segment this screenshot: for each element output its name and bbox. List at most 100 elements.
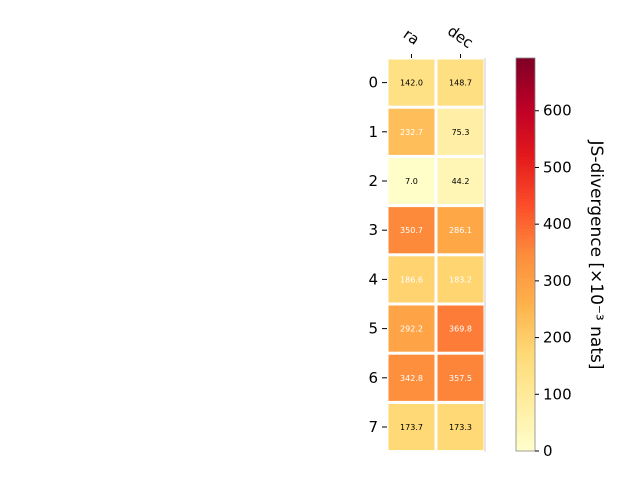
colorbar-segment	[516, 388, 535, 393]
colorbar-segment	[516, 274, 535, 279]
colorbar-segment	[516, 189, 535, 193]
heatmap-cell-1-ra	[388, 108, 435, 155]
colorbar-segment	[516, 441, 535, 446]
colorbar-segment	[516, 172, 535, 177]
colorbar-segment	[516, 405, 535, 410]
colorbar-segment	[516, 146, 535, 151]
colorbar-segment	[516, 375, 535, 380]
colorbar-segment	[516, 143, 535, 148]
colorbar-segment	[516, 64, 535, 69]
colorbar-segment	[516, 198, 535, 203]
heatmap-cell-4-dec	[437, 256, 484, 303]
colorbar-segment	[516, 238, 535, 242]
colorbar-segment	[516, 378, 535, 383]
heatmap-cell-value: 369.8	[449, 325, 472, 334]
heatmap-cell-value: 186.6	[400, 275, 423, 284]
colorbar-segment	[516, 437, 535, 442]
colorbar-segment	[516, 156, 535, 161]
colorbar-frame	[515, 57, 536, 452]
heatmap-cell-value: 75.3	[452, 128, 470, 137]
colorbar-segment	[516, 313, 535, 318]
colorbar-segment	[516, 329, 535, 334]
heatmap-cell-5-ra	[388, 305, 435, 352]
colorbar-segment	[516, 71, 535, 75]
colorbar-segment	[516, 323, 535, 328]
colorbar-tick-label: 300	[543, 272, 572, 290]
colorbar-segment	[516, 228, 535, 233]
heatmap-cell-7-ra	[388, 403, 435, 451]
colorbar-segment	[516, 241, 535, 246]
heatmap-cell-3-ra	[388, 207, 435, 254]
heatmap-cell-2-dec	[437, 157, 484, 205]
colorbar-segment	[516, 297, 535, 301]
colorbar-segment	[516, 205, 535, 210]
colorbar-segment	[516, 382, 535, 387]
colorbar-segment	[516, 116, 535, 121]
colorbar-segment	[516, 333, 535, 337]
heatmap-cell-4-ra	[388, 256, 435, 303]
heatmap-cell-value: 183.2	[449, 275, 472, 284]
colorbar-segment	[516, 310, 535, 315]
row-label-1: 1	[368, 123, 378, 141]
colorbar-segment	[516, 113, 535, 118]
colorbar-segment	[516, 166, 535, 170]
column-label-dec: dec	[444, 22, 476, 52]
heatmap-cell-0-ra	[388, 59, 435, 106]
colorbar-segment	[516, 123, 535, 128]
colorbar-label: JS-divergence [×10⁻³ nats]	[586, 140, 606, 370]
colorbar-segment	[516, 339, 535, 344]
colorbar-segment	[516, 303, 535, 308]
colorbar-segment	[516, 225, 535, 229]
colorbar-segment	[516, 84, 535, 89]
colorbar: 0 100 200 300 400 500 600	[515, 57, 572, 460]
colorbar-segment	[516, 398, 535, 403]
colorbar-tick-label: 0	[543, 442, 553, 460]
colorbar-segment	[516, 320, 535, 324]
colorbar-segment	[516, 107, 535, 111]
colorbar-segment	[516, 211, 535, 216]
heatmap-cell-value: 148.7	[449, 79, 472, 88]
colorbar-segment	[516, 58, 535, 62]
colorbar-segment	[516, 352, 535, 357]
colorbar-segment	[516, 192, 535, 197]
colorbar-segment	[516, 264, 535, 269]
colorbar-tick-label: 200	[543, 329, 572, 347]
heatmap-grid: 142.0 148.7 232.7 75.3 7.0 44.2 350.7 286.1 186.…	[388, 58, 486, 452]
colorbar-segment	[516, 261, 535, 265]
colorbar-segment	[516, 159, 535, 164]
colorbar-segment	[516, 356, 535, 360]
colorbar-segment	[516, 218, 535, 223]
colorbar-segment	[516, 342, 535, 347]
heatmap-cell-value: 173.7	[400, 423, 423, 432]
colorbar-segment	[516, 202, 535, 206]
colorbar-segment	[516, 100, 535, 105]
colorbar-segment	[516, 401, 535, 406]
colorbar-segment	[516, 94, 535, 98]
colorbar-tick-label: 600	[543, 102, 572, 120]
colorbar-segment	[516, 247, 535, 252]
heatmap-cell-value: 7.0	[405, 177, 418, 186]
heatmap-cell-5-dec	[437, 305, 484, 352]
heatmap-cell-6-ra	[388, 354, 435, 401]
colorbar-segment	[516, 408, 535, 413]
colorbar-segment	[516, 428, 535, 432]
colorbar-segment	[516, 139, 535, 144]
colorbar-segment	[516, 290, 535, 295]
colorbar-segment	[516, 300, 535, 305]
colorbar-segment	[516, 267, 535, 272]
colorbar-segment	[516, 74, 535, 79]
colorbar-segment	[516, 133, 535, 138]
heatmap-cell-value: 350.7	[400, 226, 423, 235]
colorbar-segment	[516, 162, 535, 167]
row-label-7: 7	[368, 418, 378, 436]
colorbar-segment	[516, 287, 535, 292]
colorbar-segment	[516, 103, 535, 108]
colorbar-segment	[516, 136, 535, 141]
colorbar-segment	[516, 215, 535, 220]
heatmap-cell-value: 286.1	[449, 226, 472, 235]
row-label-4: 4	[368, 270, 378, 288]
colorbar-segment	[516, 349, 535, 354]
colorbar-segment	[516, 372, 535, 377]
colorbar-segment	[516, 392, 535, 396]
